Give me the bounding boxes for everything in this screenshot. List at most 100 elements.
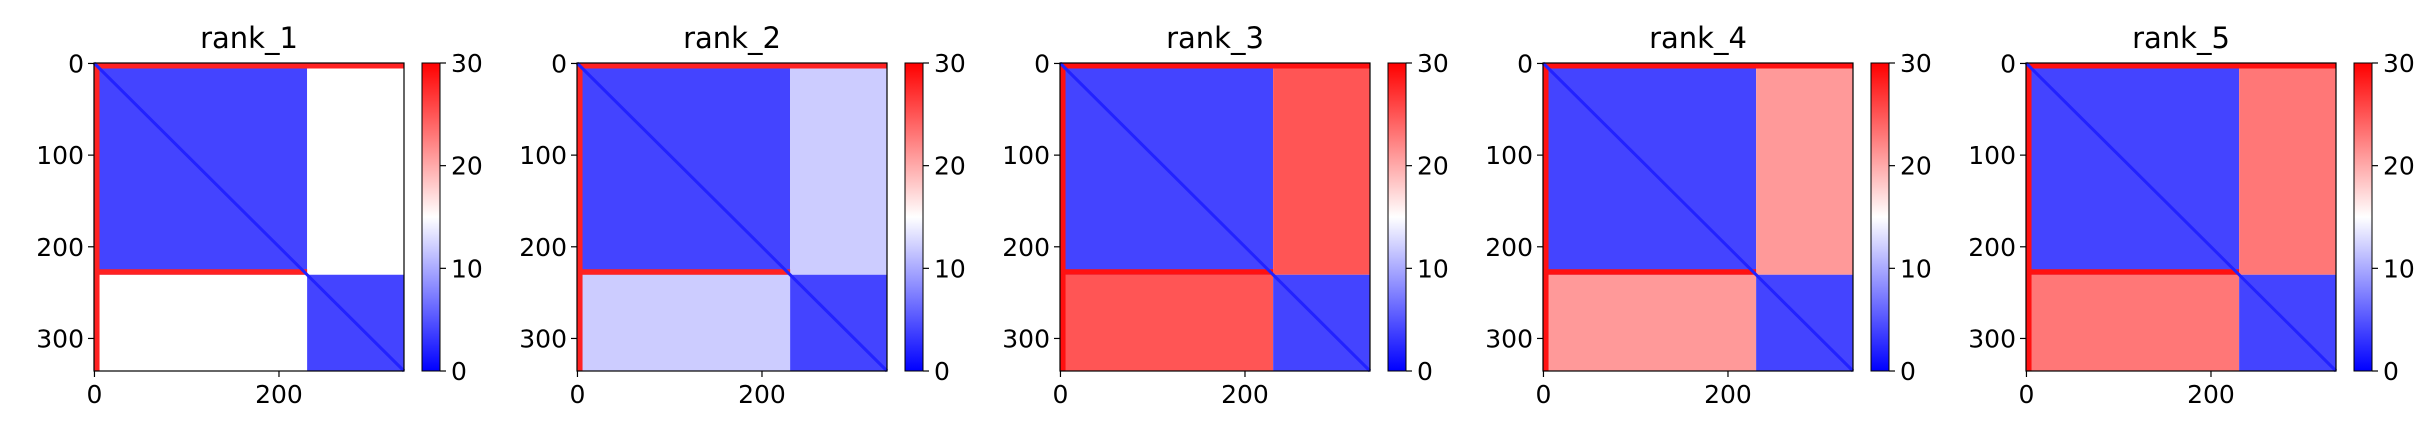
cell-diagonal <box>1058 61 1372 373</box>
cell-n-terminus-col <box>94 63 100 371</box>
panel-title: rank_1 <box>200 21 298 55</box>
cell-linker-row <box>1543 269 1757 275</box>
colorbar-tick-label: 30 <box>1900 49 1932 78</box>
y-tick-label: 0 <box>551 49 567 78</box>
cell-inter-domain-lower <box>1060 274 1274 371</box>
plot-frame <box>2025 62 2337 372</box>
cell-diagonal <box>2024 61 2338 373</box>
cell-inter-domain-upper <box>1273 63 1370 275</box>
y-tick-label: 200 <box>519 233 567 262</box>
cell-n-terminus-row <box>577 63 887 69</box>
plot-frame <box>1542 62 1854 372</box>
cell-inter-domain-lower <box>577 274 791 371</box>
colorbar <box>2353 62 2373 372</box>
y-tick-label: 100 <box>1485 141 1533 170</box>
cell-inter-domain-lower <box>2026 274 2240 371</box>
x-tick-label: 200 <box>1704 380 1752 409</box>
cell-diagonal <box>575 61 889 373</box>
cell-n-terminus-row <box>94 63 404 69</box>
colorbar-tick-label: 30 <box>1417 49 1449 78</box>
panel-title: rank_4 <box>1649 21 1747 55</box>
y-tick-label: 300 <box>1485 324 1533 353</box>
cell-inter-domain-upper <box>307 63 404 275</box>
y-tick-label: 200 <box>1002 233 1050 262</box>
cell-inter-domain-upper <box>790 63 887 275</box>
colorbar-tick-label: 0 <box>1900 357 1916 386</box>
cell-inter-domain-upper <box>1756 63 1853 275</box>
cell-n-terminus-col <box>1543 63 1549 371</box>
colorbar <box>1387 62 1407 372</box>
cell-diagonal <box>92 61 406 373</box>
y-tick-label: 0 <box>2000 49 2016 78</box>
colorbar-tick-label: 10 <box>1900 254 1932 283</box>
colorbar <box>904 62 924 372</box>
colorbar-tick-label: 20 <box>1900 152 1932 181</box>
colorbar-tick-label: 10 <box>451 254 483 283</box>
y-tick-label: 0 <box>1034 49 1050 78</box>
cell-n-terminus-row <box>1543 63 1853 69</box>
x-tick-label: 0 <box>1536 380 1552 409</box>
y-tick-label: 300 <box>1968 324 2016 353</box>
colorbar-tick-label: 20 <box>934 152 966 181</box>
plot-frame <box>1059 62 1371 372</box>
y-tick-label: 0 <box>1517 49 1533 78</box>
y-tick-label: 300 <box>1002 324 1050 353</box>
colorbar-tick-label: 10 <box>1417 254 1449 283</box>
colorbar-tick-label: 0 <box>2383 357 2399 386</box>
colorbar-tick-label: 30 <box>451 49 483 78</box>
x-tick-label: 200 <box>738 380 786 409</box>
x-tick-label: 0 <box>2019 380 2035 409</box>
cell-linker-row <box>94 269 308 275</box>
y-tick-label: 300 <box>36 324 84 353</box>
colorbar-tick-label: 0 <box>1417 357 1433 386</box>
colorbar-tick-label: 20 <box>1417 152 1449 181</box>
cell-n-terminus-col <box>577 63 583 371</box>
plot-frame <box>576 62 888 372</box>
cell-inter-domain-lower <box>94 274 308 371</box>
cell-n-terminus-col <box>1060 63 1066 371</box>
x-tick-label: 0 <box>570 380 586 409</box>
x-tick-label: 0 <box>87 380 103 409</box>
colorbar <box>1870 62 1890 372</box>
y-tick-label: 200 <box>36 233 84 262</box>
cell-linker-row <box>577 269 791 275</box>
x-tick-label: 200 <box>255 380 303 409</box>
y-tick-label: 200 <box>1968 233 2016 262</box>
colorbar-tick-label: 0 <box>934 357 950 386</box>
cell-diagonal <box>1541 61 1855 373</box>
y-tick-label: 100 <box>1002 141 1050 170</box>
y-tick-label: 200 <box>1485 233 1533 262</box>
panel-title: rank_3 <box>1166 21 1264 55</box>
y-tick-label: 100 <box>519 141 567 170</box>
y-tick-label: 100 <box>36 141 84 170</box>
x-tick-label: 200 <box>1221 380 1269 409</box>
cell-inter-domain-upper <box>2239 63 2336 275</box>
plot-frame <box>93 62 405 372</box>
panel-title: rank_2 <box>683 21 781 55</box>
colorbar-tick-label: 30 <box>934 49 966 78</box>
y-tick-label: 300 <box>519 324 567 353</box>
y-tick-label: 0 <box>68 49 84 78</box>
colorbar-tick-label: 10 <box>934 254 966 283</box>
cell-n-terminus-row <box>2026 63 2336 69</box>
colorbar-tick-label: 20 <box>451 152 483 181</box>
cell-inter-domain-lower <box>1543 274 1757 371</box>
colorbar <box>421 62 441 372</box>
cell-n-terminus-row <box>1060 63 1370 69</box>
colorbar-tick-label: 20 <box>2383 152 2415 181</box>
cell-n-terminus-col <box>2026 63 2032 371</box>
y-tick-label: 100 <box>1968 141 2016 170</box>
cell-linker-row <box>1060 269 1274 275</box>
x-tick-label: 200 <box>2187 380 2235 409</box>
cell-linker-row <box>2026 269 2240 275</box>
colorbar-tick-label: 10 <box>2383 254 2415 283</box>
x-tick-label: 0 <box>1053 380 1069 409</box>
colorbar-tick-label: 30 <box>2383 49 2415 78</box>
colorbar-tick-label: 0 <box>451 357 467 386</box>
